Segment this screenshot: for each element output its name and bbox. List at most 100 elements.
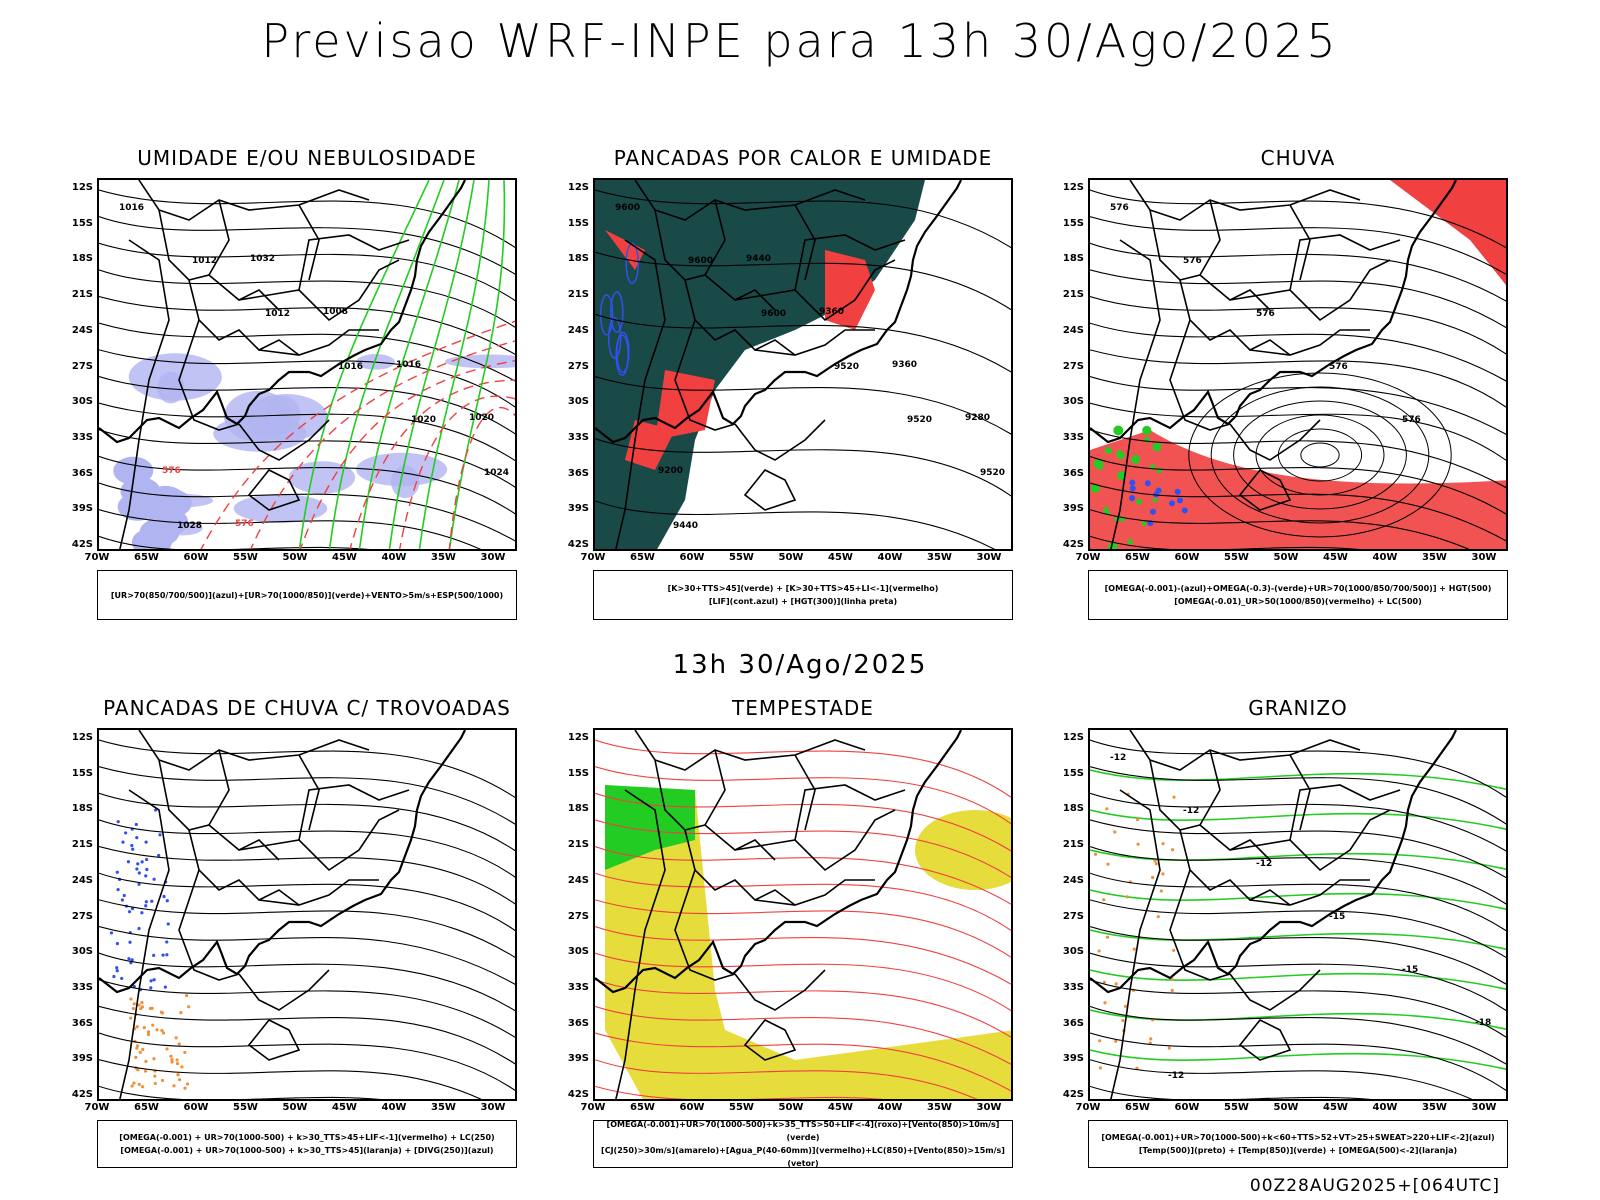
lon-label: 30W xyxy=(480,552,506,563)
contour-label: 1008 xyxy=(323,307,348,317)
lon-label: 40W xyxy=(381,552,407,563)
contour-label: -12 xyxy=(1256,859,1272,869)
map-pancadas-trovoadas xyxy=(97,728,517,1101)
map-umidade: 1016 1012 1012 1016 1020 1024 1028 1032 1008 1016… xyxy=(97,178,517,551)
lat-label: 42S xyxy=(567,539,589,550)
lat-label: 18S xyxy=(567,803,589,815)
contour-label: 9520 xyxy=(907,415,932,425)
lat-label: 18S xyxy=(567,253,589,265)
map-canvas-umidade: 1016 1012 1012 1016 1020 1024 1028 1032 1008 1016… xyxy=(99,180,515,549)
lat-label: 27S xyxy=(1062,910,1084,922)
legend-line: [Temp(500)](preto) + [Temp(850)](verde) … xyxy=(1138,1146,1458,1155)
legend-pancadas-calor: [K>30+TTS>45](verde) + [K>30+TTS>45+LI<-… xyxy=(593,570,1013,620)
lat-label: 24S xyxy=(567,324,589,336)
contour-label: 9600 xyxy=(761,309,786,319)
lon-label: 45W xyxy=(332,552,357,563)
lat-label: 33S xyxy=(567,431,589,443)
lat-label: 24S xyxy=(71,324,93,336)
lon-label: 40W xyxy=(1372,552,1398,563)
lon-label: 40W xyxy=(1372,1102,1398,1113)
lat-label: 36S xyxy=(71,1017,93,1029)
lon-label: 45W xyxy=(1323,1102,1348,1113)
contour-label: 1032 xyxy=(250,254,275,264)
lat-label: 15S xyxy=(567,217,589,229)
lon-label: 35W xyxy=(927,1102,952,1113)
contour-label: 9280 xyxy=(965,413,990,423)
lat-label: 15S xyxy=(71,217,93,229)
lat-label: 36S xyxy=(1062,467,1084,479)
lat-label: 15S xyxy=(567,767,589,779)
mid-title: 13h 30/Ago/2025 xyxy=(672,650,928,680)
lat-label: 27S xyxy=(567,360,589,372)
contour-label: 1012 xyxy=(192,256,217,266)
lat-label: 27S xyxy=(567,910,589,922)
legend-line: [CJ(250)>30m/s](amarelo)+[Agua_P(40-60mm… xyxy=(601,1146,1005,1168)
contour-label: 1024 xyxy=(484,468,509,478)
lat-label: 39S xyxy=(567,503,589,515)
map-canvas-granizo: -12 -12 -12 -15 -15 -18 -12 xyxy=(1090,730,1506,1099)
lat-label: 30S xyxy=(71,946,93,958)
lon-label: 70W xyxy=(1075,552,1101,563)
lat-label: 36S xyxy=(1062,1017,1084,1029)
lon-label: 60W xyxy=(679,1102,705,1113)
lon-label: 30W xyxy=(1471,1102,1497,1113)
lon-label: 50W xyxy=(778,1102,804,1113)
lon-label: 35W xyxy=(1422,552,1447,563)
lat-label: 15S xyxy=(1062,767,1084,779)
panel-title-pancadas-trovoadas: PANCADAS DE CHUVA C/ TROVOADAS xyxy=(103,696,511,720)
lat-label: 12S xyxy=(1062,732,1084,743)
lon-label: 30W xyxy=(1471,552,1497,563)
lat-label: 30S xyxy=(1062,946,1084,958)
legend-line: [LIF](cont.azul) + [HGT(300)](linha pret… xyxy=(708,597,898,606)
lat-label: 39S xyxy=(71,1053,93,1065)
lon-label: 35W xyxy=(1422,1102,1447,1113)
map-chuva: 576 576 576 576 576 xyxy=(1088,178,1508,551)
panel-title-pancadas-calor: PANCADAS POR CALOR E UMIDADE xyxy=(613,146,993,170)
legend-line: [K>30+TTS>45](verde) + [K>30+TTS>45+LI<-… xyxy=(667,584,939,593)
map-canvas-pancadas-calor: 9600 9600 9600 9520 9520 9520 9440 9440 9360 9360… xyxy=(595,180,1011,549)
legend-line: [UR>70(850/700/500)](azul)+[UR>70(1000/8… xyxy=(110,590,504,600)
legend-umidade: [UR>70(850/700/500)](azul)+[UR>70(1000/8… xyxy=(97,570,517,620)
lon-label: 50W xyxy=(282,552,308,563)
lat-label: 33S xyxy=(567,981,589,993)
lat-label: 36S xyxy=(567,1017,589,1029)
contour-label: -12 xyxy=(1110,753,1126,763)
lon-label: 35W xyxy=(431,552,456,563)
lat-label: 42S xyxy=(567,1089,589,1100)
legend-line: [OMEGA(-0.001)+UR>70(1000-500)+k<60+TTS>… xyxy=(1101,1133,1495,1142)
lon-label: 55W xyxy=(1224,552,1249,563)
lon-label: 70W xyxy=(580,552,606,563)
contour-label: 9520 xyxy=(834,362,859,372)
legend-line: [OMEGA(-0.001) + UR>70(1000-500) + k>30_… xyxy=(119,1133,495,1142)
lat-label: 42S xyxy=(71,1089,93,1100)
lon-label: 65W xyxy=(1125,552,1150,563)
contour-label: 576 xyxy=(235,519,254,529)
lon-label: 35W xyxy=(927,552,952,563)
lon-label: 40W xyxy=(381,1102,407,1113)
lat-label: 33S xyxy=(1062,431,1084,443)
lat-label: 18S xyxy=(71,803,93,815)
lon-label: 65W xyxy=(134,1102,159,1113)
contour-label: 9200 xyxy=(658,466,683,476)
lat-label: 30S xyxy=(71,396,93,408)
lon-label: 30W xyxy=(976,552,1002,563)
map-canvas-pancadas-trovoadas xyxy=(99,730,515,1099)
lat-label: 15S xyxy=(1062,217,1084,229)
contour-label: 9360 xyxy=(819,307,844,317)
lon-label: 45W xyxy=(1323,552,1348,563)
map-pancadas-calor: 9600 9600 9600 9520 9520 9520 9440 9440 9360 9360… xyxy=(593,178,1013,551)
lon-label: 55W xyxy=(729,552,754,563)
lon-label: 65W xyxy=(134,552,159,563)
lat-label: 21S xyxy=(1062,289,1084,301)
contour-label: 1016 xyxy=(338,362,363,372)
contour-label: 1016 xyxy=(396,360,421,370)
contour-label: -12 xyxy=(1168,1071,1184,1081)
lon-label: 65W xyxy=(630,1102,655,1113)
map-canvas-chuva: 576 576 576 576 576 xyxy=(1090,180,1506,549)
legend-granizo: [OMEGA(-0.001)+UR>70(1000-500)+k<60+TTS>… xyxy=(1088,1120,1508,1168)
lon-label: 50W xyxy=(1273,1102,1299,1113)
lat-label: 39S xyxy=(567,1053,589,1065)
lon-label: 70W xyxy=(84,1102,110,1113)
legend-tempestade: [OMEGA(-0.001)+UR>70(1000-500)+k>35_TTS>… xyxy=(593,1120,1013,1168)
lat-label: 21S xyxy=(1062,839,1084,851)
